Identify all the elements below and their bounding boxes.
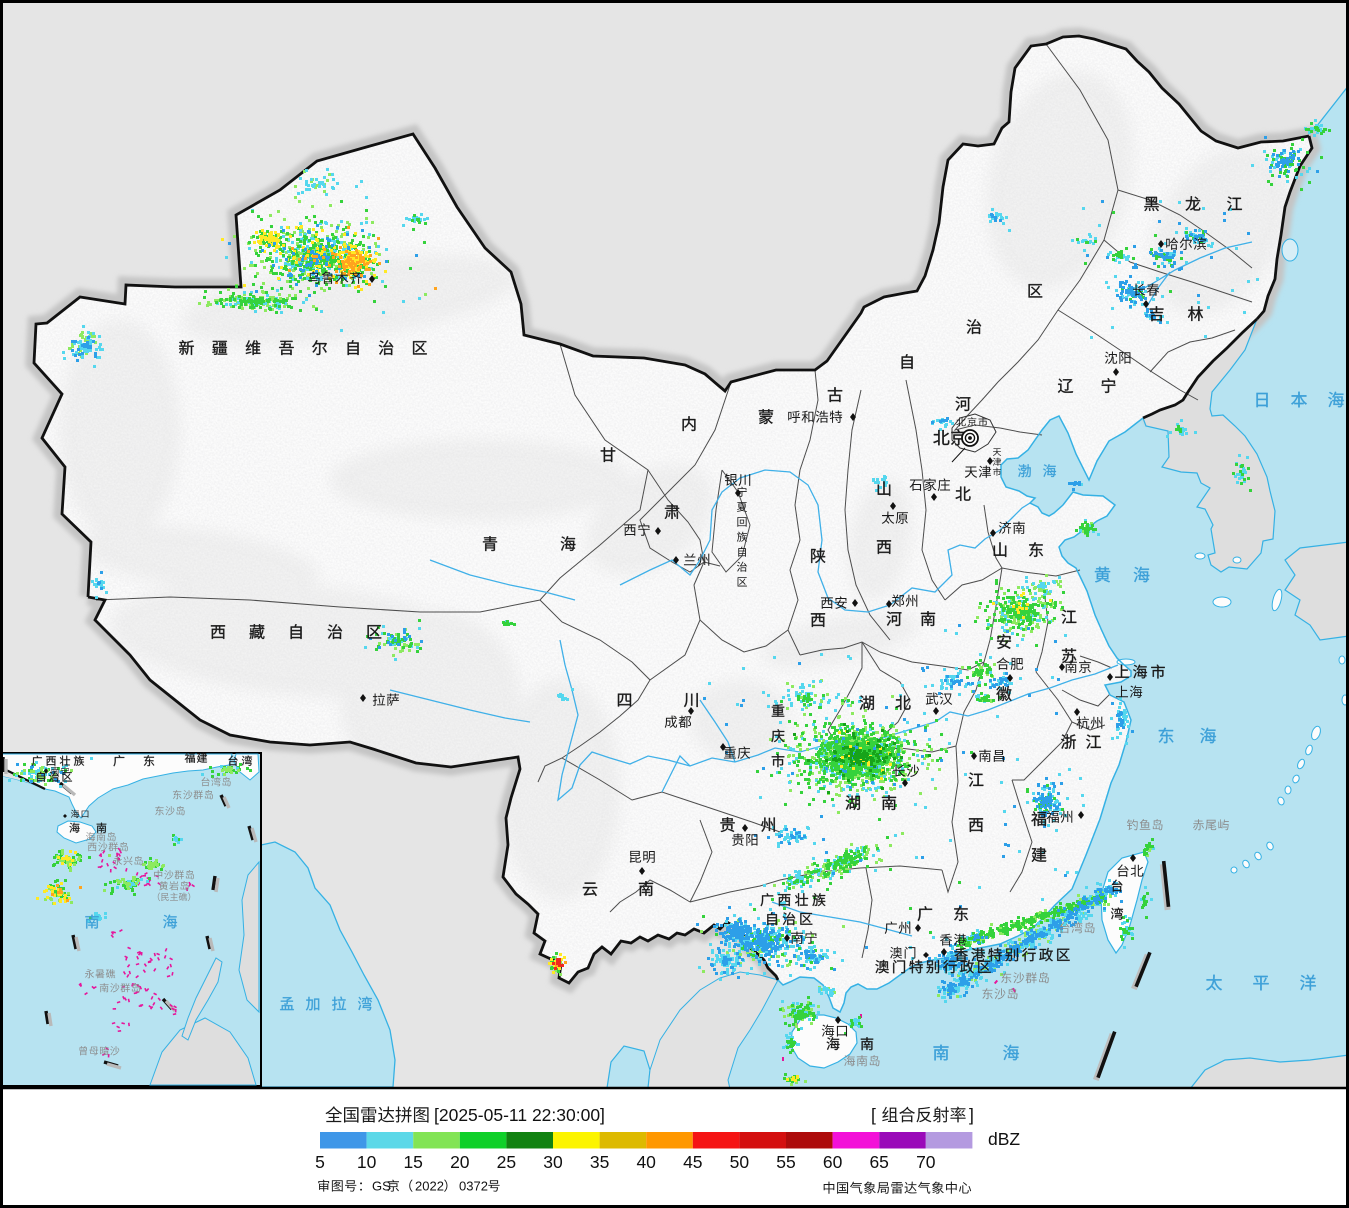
svg-text:30: 30 [543,1152,563,1172]
svg-text:GS: GS [372,1179,391,1194]
svg-text:50: 50 [730,1152,750,1172]
svg-text:70: 70 [916,1152,936,1172]
svg-text:[: [ [871,1105,876,1125]
svg-text:0372: 0372 [459,1179,488,1194]
svg-text:35: 35 [590,1152,609,1172]
svg-text:45: 45 [683,1152,702,1172]
svg-text:2022: 2022 [415,1179,444,1194]
svg-text:55: 55 [776,1152,795,1172]
svg-text:40: 40 [636,1152,656,1172]
svg-text:65: 65 [869,1152,888,1172]
svg-text:25: 25 [497,1152,516,1172]
svg-text:15: 15 [403,1152,422,1172]
svg-text:60: 60 [823,1152,843,1172]
svg-text:]: ] [969,1105,974,1125]
svg-text:[2025-05-11 22:30:00]: [2025-05-11 22:30:00] [434,1105,605,1125]
svg-text:20: 20 [450,1152,470,1172]
svg-text:dBZ: dBZ [988,1129,1020,1149]
svg-text:5: 5 [315,1152,325,1172]
svg-text:10: 10 [357,1152,377,1172]
